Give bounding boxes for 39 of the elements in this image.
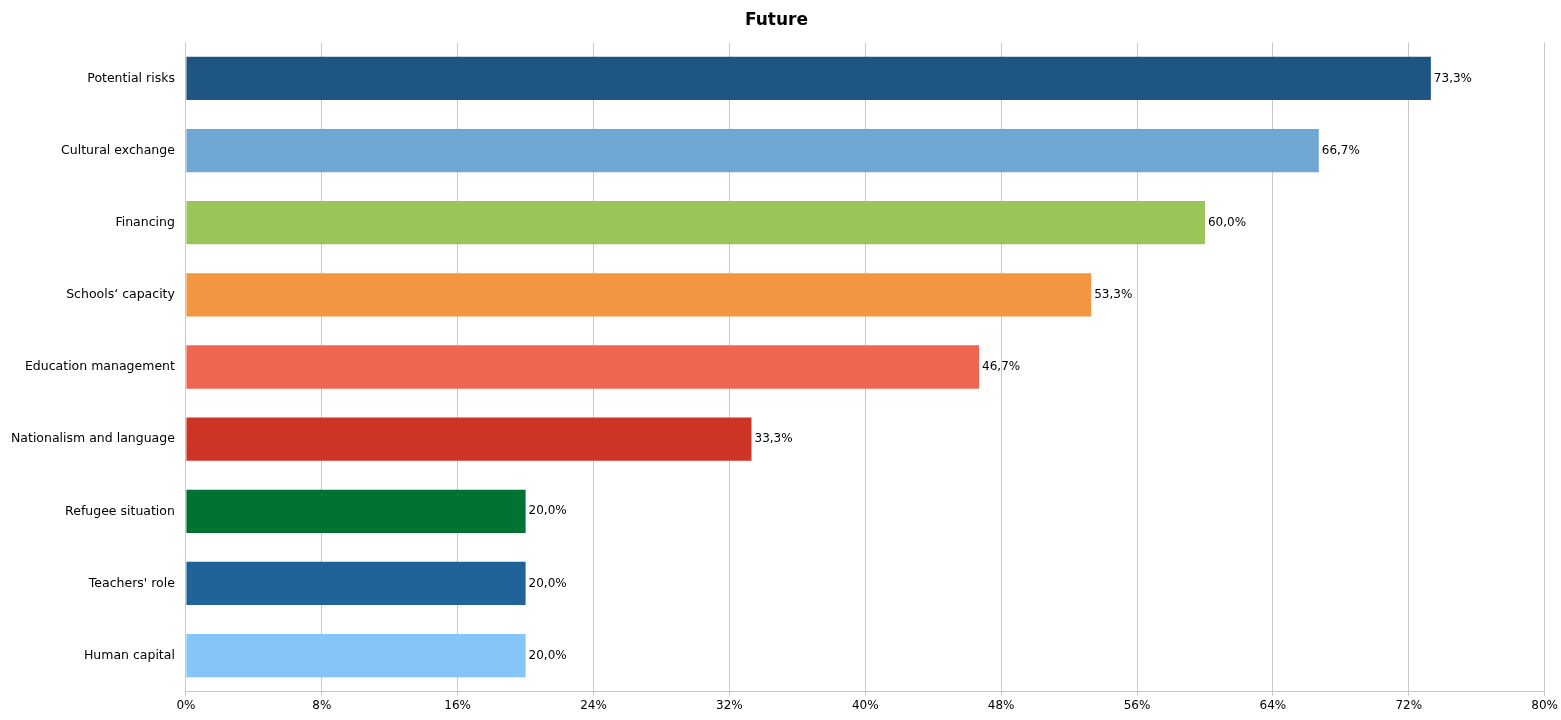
x-tick-label: 8% <box>312 697 332 712</box>
y-tick-label: Refugee situation <box>65 502 175 518</box>
data-label: 20,0% <box>528 647 567 662</box>
data-label: 60,0% <box>1207 214 1247 229</box>
data-label: 20,0% <box>528 575 567 590</box>
data-label: 66,7% <box>1321 142 1360 157</box>
y-tick-label: Potential risks <box>87 69 175 85</box>
data-label: 46,7% <box>982 359 1021 374</box>
y-tick-label: Nationalism and language <box>10 430 176 446</box>
y-tick-label: Financing <box>115 213 175 229</box>
bar <box>186 273 1092 317</box>
y-tick-label: Schools‘ capacity <box>66 286 176 302</box>
bar <box>186 201 1205 245</box>
x-tick-label: 16% <box>444 697 471 712</box>
y-tick-label: Teachers' role <box>87 574 176 590</box>
x-tick-label: 80% <box>1531 697 1558 712</box>
bar <box>186 345 980 389</box>
y-tick-label: Education management <box>24 358 175 374</box>
x-tick-label: 64% <box>1259 697 1287 712</box>
data-label: 20,0% <box>528 503 567 518</box>
x-tick-label: 24% <box>580 697 607 712</box>
chart-title: Future <box>744 8 809 29</box>
x-tick-label: 48% <box>987 697 1015 712</box>
x-tick-label: 56% <box>1123 697 1151 712</box>
y-tick-label: Cultural exchange <box>61 141 176 157</box>
bar <box>186 56 1431 101</box>
data-label: 73,3% <box>1433 70 1472 85</box>
x-tick-label: 0% <box>176 697 196 712</box>
bar <box>186 128 1319 173</box>
data-label: 53,3% <box>1094 286 1133 301</box>
x-tick-label: 72% <box>1395 697 1423 712</box>
bar <box>186 489 526 533</box>
bar <box>186 633 526 678</box>
y-tick-label: Human capital <box>83 646 175 662</box>
bar <box>186 417 752 461</box>
x-tick-label: 40% <box>851 697 879 712</box>
bar <box>186 561 526 606</box>
x-tick-label: 32% <box>716 697 743 712</box>
data-label: 33,3% <box>754 431 793 446</box>
